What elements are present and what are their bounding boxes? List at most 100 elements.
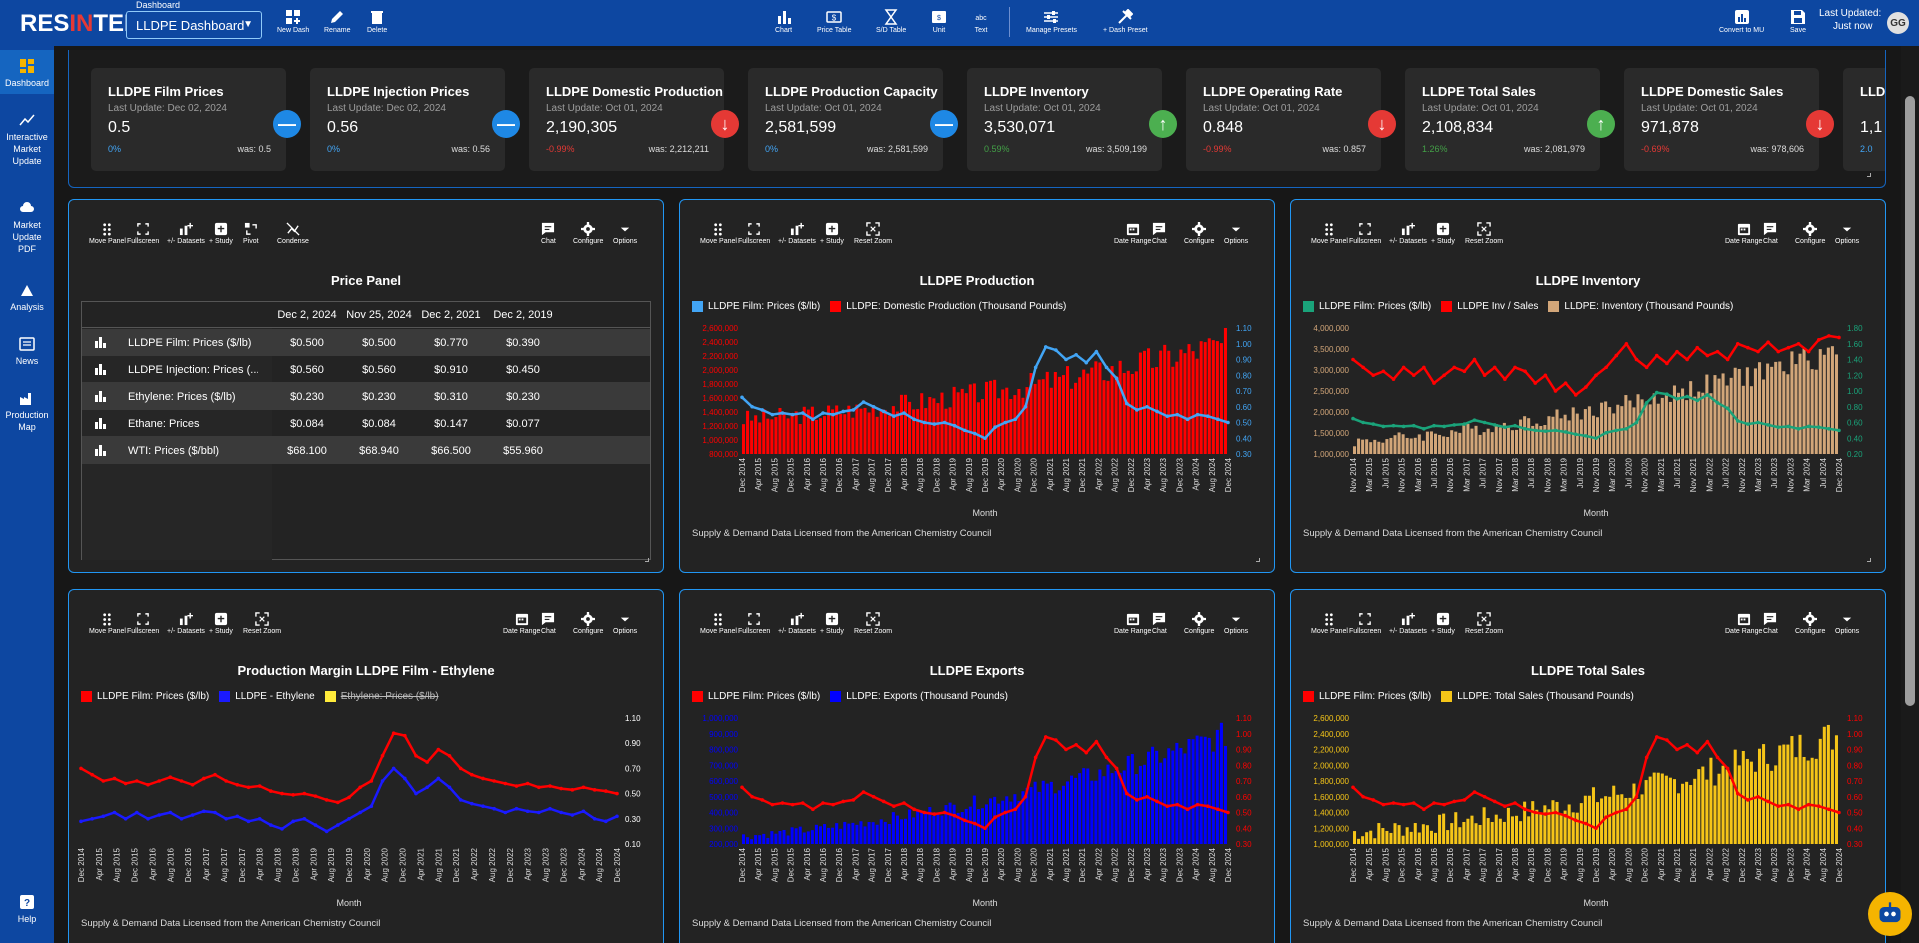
bar[interactable] [1786,374,1790,454]
bar[interactable] [1470,815,1474,844]
bar[interactable] [1753,368,1757,454]
data-point[interactable] [1195,802,1200,807]
fullscreen-button[interactable]: Fullscreen [1349,222,1381,245]
data-point[interactable] [1685,742,1689,747]
date-range-button[interactable]: Date Range [1114,222,1151,245]
data-point[interactable] [1054,348,1058,352]
bar[interactable] [976,809,980,844]
data-point[interactable] [1013,417,1018,422]
bar[interactable] [887,415,891,454]
data-point[interactable] [190,813,195,817]
bar[interactable] [1745,367,1749,454]
bar[interactable] [1450,430,1454,454]
bar[interactable] [1061,785,1065,844]
data-point[interactable] [1543,429,1548,433]
bar[interactable] [1134,371,1138,454]
bar[interactable] [1624,395,1628,454]
data-point[interactable] [1796,427,1801,431]
sidebar-item-market-update-pdf[interactable]: Market Update PDF [0,200,54,255]
bar[interactable] [871,406,875,454]
chat-button[interactable]: Chat [541,222,556,245]
chart-panel-sales[interactable]: Move Panel Fullscreen +/- Datasets + Study R… [1290,589,1886,943]
chart-button[interactable]: Chart [775,9,792,34]
options-button[interactable]: Options [613,222,637,245]
data-point[interactable] [1746,422,1750,426]
data-point[interactable] [770,802,775,807]
bar[interactable] [972,795,976,844]
study-button[interactable]: + Study [209,222,233,245]
bar[interactable] [802,832,806,844]
data-point[interactable] [983,436,987,441]
bar[interactable] [1425,825,1429,844]
data-point[interactable] [1665,392,1669,396]
data-point[interactable] [1634,420,1639,425]
chat-button[interactable]: Chat [1152,222,1167,245]
bar[interactable] [758,422,762,454]
bar[interactable] [1510,430,1514,454]
configure-button[interactable]: Configure [1795,612,1825,635]
bar[interactable] [1664,775,1668,844]
data-point[interactable] [932,812,937,816]
reset-zoom-button[interactable]: Reset Zoom [1465,222,1503,245]
bar[interactable] [1571,407,1575,454]
bar[interactable] [1187,739,1191,844]
chart-plot[interactable]: 2,600,000 2,400,000 2,200,000 2,000,000 1,80… [1291,708,1886,918]
data-point[interactable] [1216,807,1220,812]
data-point[interactable] [871,404,876,409]
data-point[interactable] [414,754,418,758]
scrollbar-thumb[interactable] [1905,96,1915,706]
condense-button[interactable]: Condense [277,222,309,245]
bar[interactable] [831,827,835,844]
data-point[interactable] [1766,423,1770,427]
fullscreen-button[interactable]: Fullscreen [127,612,159,635]
data-point[interactable] [425,760,429,764]
rename-button[interactable]: Rename [324,9,350,34]
bar[interactable] [1608,796,1612,844]
data-point[interactable] [604,819,608,824]
bar[interactable] [1171,366,1175,454]
bar[interactable] [1074,382,1078,454]
data-point[interactable] [1806,802,1811,807]
bar[interactable] [855,404,859,454]
bar[interactable] [1454,812,1458,844]
bar[interactable] [1005,796,1009,844]
bar[interactable] [1636,394,1640,454]
data-point[interactable] [436,747,441,752]
data-point[interactable] [157,813,161,817]
data-point[interactable] [902,801,906,805]
data-point[interactable] [1665,738,1669,742]
data-point[interactable] [1584,434,1588,438]
bar[interactable] [794,828,798,844]
bar[interactable] [1138,765,1142,844]
data-point[interactable] [1084,750,1089,755]
bar[interactable] [1596,802,1600,844]
bar[interactable] [980,399,984,454]
bar[interactable] [746,410,750,454]
bar[interactable] [1539,425,1543,454]
data-point[interactable] [983,826,987,831]
bar[interactable] [1389,437,1393,454]
bar[interactable] [1029,787,1033,844]
data-point[interactable] [503,781,508,786]
data-point[interactable] [1043,345,1048,349]
bar[interactable] [1826,724,1830,844]
manage-presets-button[interactable]: Manage Presets [1026,9,1077,34]
data-point[interactable] [101,814,106,819]
data-point[interactable] [973,821,977,826]
bar[interactable] [1409,831,1413,844]
bar[interactable] [742,834,746,844]
data-point[interactable] [851,798,856,802]
bar[interactable] [1142,350,1146,454]
bar[interactable] [1685,781,1689,844]
bar[interactable] [908,809,912,844]
bar[interactable] [895,815,899,844]
data-point[interactable] [1361,420,1365,425]
bar[interactable] [1535,809,1539,844]
data-point[interactable] [458,798,463,802]
data-point[interactable] [1735,341,1740,346]
data-point[interactable] [1381,802,1386,807]
bar[interactable] [1086,373,1090,454]
bar[interactable] [1361,836,1365,844]
data-point[interactable] [1584,385,1588,389]
bar[interactable] [1163,344,1167,454]
